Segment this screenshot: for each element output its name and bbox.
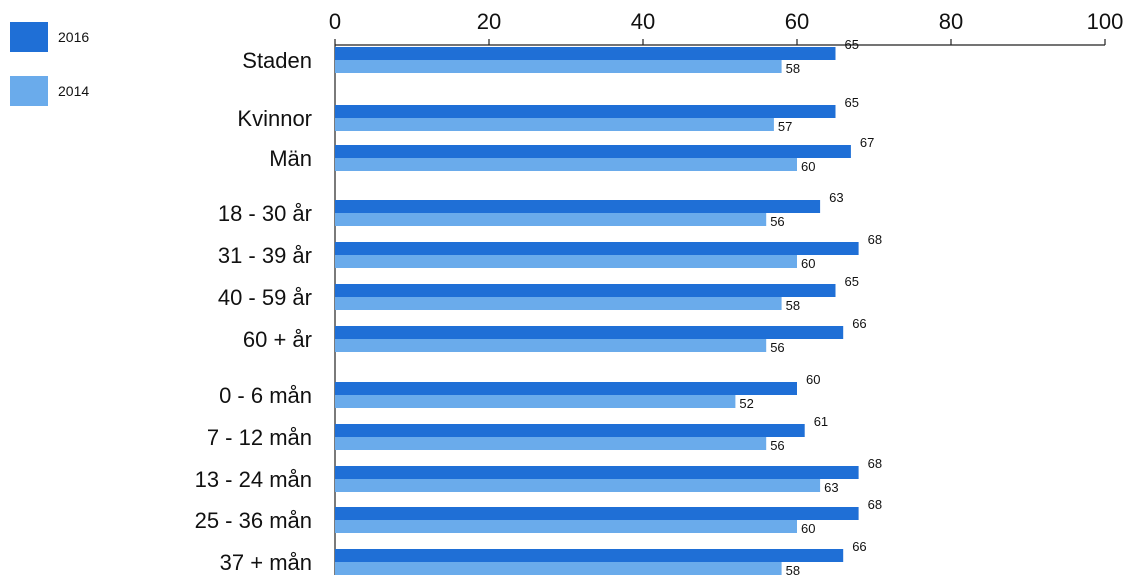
category-label: 40 - 59 år bbox=[218, 285, 312, 310]
bar-2014 bbox=[335, 562, 782, 575]
legend-swatch-2014 bbox=[10, 76, 48, 106]
bar-2014 bbox=[335, 255, 797, 268]
bar-2014 bbox=[335, 520, 797, 533]
value-label-2014: 58 bbox=[786, 563, 800, 577]
category-label: 60 + år bbox=[243, 327, 312, 352]
bar-2016 bbox=[335, 507, 859, 520]
legend-label: 2016 bbox=[58, 29, 89, 45]
value-label-2016: 65 bbox=[845, 37, 859, 52]
value-label-2014: 63 bbox=[824, 480, 838, 495]
category-label: 7 - 12 mån bbox=[207, 425, 312, 450]
value-label-2016: 60 bbox=[806, 372, 820, 387]
bar-2014 bbox=[335, 339, 767, 352]
bar-2016 bbox=[335, 284, 836, 297]
bar-2016 bbox=[335, 424, 805, 437]
x-tick-label: 100 bbox=[1087, 9, 1124, 34]
bar-2016 bbox=[335, 200, 821, 213]
value-label-2014: 56 bbox=[770, 438, 784, 453]
legend-label: 2014 bbox=[58, 83, 89, 99]
value-label-2014: 58 bbox=[786, 61, 800, 76]
bar-2014 bbox=[335, 479, 821, 492]
category-label: Män bbox=[269, 146, 312, 171]
category-label: 18 - 30 år bbox=[218, 201, 312, 226]
value-label-2014: 60 bbox=[801, 159, 815, 174]
bar-2016 bbox=[335, 549, 844, 562]
value-label-2016: 65 bbox=[845, 95, 859, 110]
bar-2014 bbox=[335, 118, 774, 131]
value-label-2016: 66 bbox=[852, 316, 866, 331]
bar-2016 bbox=[335, 466, 859, 479]
category-labels: Staden Kvinnor Män 18 - 30 år 31 - 39 år 40 -… bbox=[195, 48, 312, 575]
bar-2014 bbox=[335, 158, 797, 171]
bar-2016 bbox=[335, 242, 859, 255]
category-label: 25 - 36 mån bbox=[195, 508, 312, 533]
value-label-2016: 68 bbox=[868, 232, 882, 247]
category-label: Staden bbox=[242, 48, 312, 73]
x-tick-label: 40 bbox=[631, 9, 655, 34]
bar-2016 bbox=[335, 47, 836, 60]
value-label-2014: 56 bbox=[770, 214, 784, 229]
bar-2014 bbox=[335, 297, 782, 310]
x-tick-label: 0 bbox=[329, 9, 341, 34]
value-label-2016: 61 bbox=[814, 414, 828, 429]
value-label-2014: 52 bbox=[739, 396, 753, 411]
value-label-2014: 57 bbox=[778, 119, 792, 134]
bar-2014 bbox=[335, 213, 767, 226]
category-label: 13 - 24 mån bbox=[195, 467, 312, 492]
value-label-2016: 63 bbox=[829, 190, 843, 205]
value-label-2014: 56 bbox=[770, 340, 784, 355]
value-label-2014: 60 bbox=[801, 521, 815, 536]
x-tick-label: 20 bbox=[477, 9, 501, 34]
bar-2014 bbox=[335, 395, 736, 408]
bar-2016 bbox=[335, 105, 836, 118]
bar-2016 bbox=[335, 326, 844, 339]
x-axis: 0 20 40 60 80 100 bbox=[329, 9, 1123, 575]
value-label-2016: 68 bbox=[868, 497, 882, 512]
category-label: 31 - 39 år bbox=[218, 243, 312, 268]
value-label-2016: 65 bbox=[845, 274, 859, 289]
bar-2014 bbox=[335, 60, 782, 73]
bar-2016 bbox=[335, 382, 797, 395]
bar-2014 bbox=[335, 437, 767, 450]
legend: 2016 2014 bbox=[10, 22, 89, 106]
x-tick-label: 60 bbox=[785, 9, 809, 34]
category-label: 0 - 6 mån bbox=[219, 383, 312, 408]
value-label-2016: 68 bbox=[868, 456, 882, 471]
value-labels: 65 65 67 63 68 65 66 60 61 68 68 66 58 57 60 56 60 58 56 52… bbox=[739, 37, 882, 577]
x-tick-label: 80 bbox=[939, 9, 963, 34]
value-label-2014: 60 bbox=[801, 256, 815, 271]
value-label-2016: 66 bbox=[852, 539, 866, 554]
value-label-2014: 58 bbox=[786, 298, 800, 313]
value-label-2016: 67 bbox=[860, 135, 874, 150]
bar-2016 bbox=[335, 145, 851, 158]
category-label: 37 + mån bbox=[220, 550, 312, 575]
bars bbox=[335, 47, 859, 575]
category-label: Kvinnor bbox=[237, 106, 312, 131]
legend-swatch-2016 bbox=[10, 22, 48, 52]
